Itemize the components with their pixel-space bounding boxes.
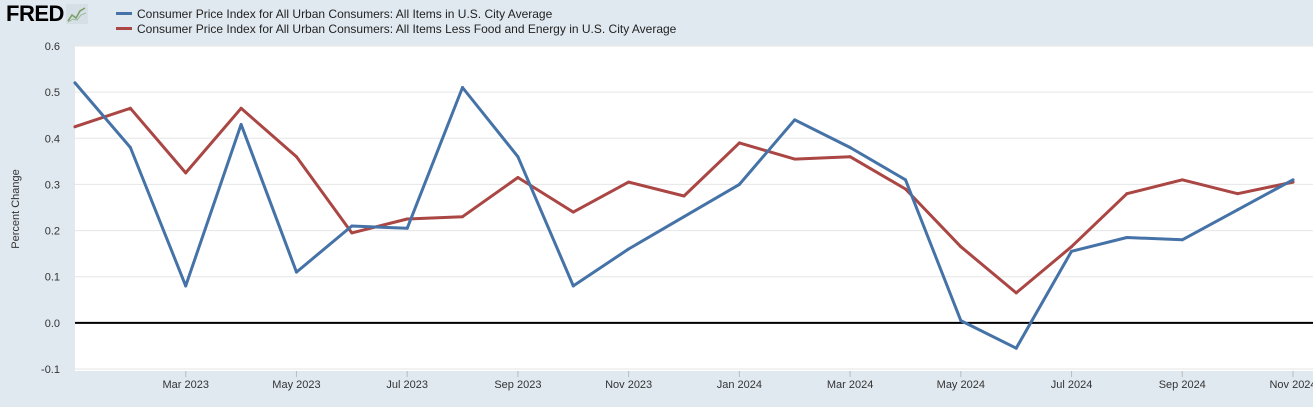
x-tick-label: Nov 2023 [605,379,652,391]
x-tick-label: Mar 2024 [827,379,873,391]
data-point[interactable] [848,155,852,159]
line-chart-icon [65,4,88,24]
data-point[interactable] [461,86,465,90]
y-axis-label: Percent Change [10,169,22,249]
y-tick-label: 0.0 [45,318,60,330]
data-point[interactable] [239,122,243,126]
y-tick-label: 0.1 [45,272,60,284]
data-point[interactable] [516,155,520,159]
data-point[interactable] [405,226,409,230]
x-tick-label: Nov 2024 [1269,379,1313,391]
data-point[interactable] [294,270,298,274]
data-point[interactable] [1180,238,1184,242]
y-tick-label: 0.3 [45,179,60,191]
legend-label-core: Consumer Price Index for All Urban Consu… [137,21,677,36]
y-tick-label: -0.1 [41,364,60,376]
data-point[interactable] [959,245,963,249]
data-point[interactable] [73,81,77,85]
data-point[interactable] [350,231,354,235]
data-point[interactable] [737,182,741,186]
data-point[interactable] [1014,291,1018,295]
data-point[interactable] [627,180,631,184]
data-point[interactable] [793,157,797,161]
data-point[interactable] [848,146,852,150]
fred-logo-text: FRED [6,1,64,26]
data-point[interactable] [405,217,409,221]
x-tick-label: May 2024 [937,379,985,391]
data-point[interactable] [903,187,907,191]
navigator-strip[interactable] [0,402,1313,407]
data-point[interactable] [1236,192,1240,196]
chart-legend: Consumer Price Index for All Urban Consu… [116,6,676,36]
data-point[interactable] [128,106,132,110]
legend-swatch-all-items [116,12,132,15]
x-tick-label: May 2023 [272,379,320,391]
y-tick-label: 0.4 [45,133,60,145]
data-point[interactable] [184,171,188,175]
data-point[interactable] [1070,245,1074,249]
data-point[interactable] [903,178,907,182]
data-point[interactable] [461,215,465,219]
data-point[interactable] [1125,192,1129,196]
data-point[interactable] [959,319,963,323]
data-point[interactable] [682,194,686,198]
data-point[interactable] [571,284,575,288]
series-lines [73,81,1295,350]
fred-logo[interactable]: FRED [6,2,88,26]
x-tick-label: Jul 2023 [386,379,428,391]
y-tick-label: 0.2 [45,226,60,238]
plot-area [75,46,1313,371]
data-point[interactable] [73,125,77,129]
data-point[interactable] [1125,235,1129,239]
x-tick-label: Sep 2023 [494,379,541,391]
data-point[interactable] [516,176,520,180]
data-point[interactable] [128,146,132,150]
data-point[interactable] [1014,346,1018,350]
y-axis: -0.1 0.0 0.1 0.2 0.3 0.4 0.5 0.6 [41,41,60,376]
data-point[interactable] [1291,178,1295,182]
x-tick-label: Jul 2024 [1051,379,1093,391]
y-tick-label: 0.5 [45,87,60,99]
x-axis: Mar 2023 May 2023 Jul 2023 Sep 2023 Nov 2023… [162,371,1313,391]
data-point[interactable] [793,118,797,122]
data-point[interactable] [294,155,298,159]
x-tick-label: Jan 2024 [717,379,762,391]
data-point[interactable] [571,210,575,214]
data-point[interactable] [350,224,354,228]
legend-swatch-core [116,27,132,30]
y-tick-label: 0.6 [45,41,60,53]
x-tick-label: Sep 2024 [1159,379,1206,391]
x-tick-label: Mar 2023 [162,379,208,391]
data-point[interactable] [682,215,686,219]
data-point[interactable] [1070,249,1074,253]
legend-label-all-items: Consumer Price Index for All Urban Consu… [137,6,553,21]
legend-item-all-items[interactable]: Consumer Price Index for All Urban Consu… [116,6,676,21]
data-point[interactable] [239,106,243,110]
data-point[interactable] [184,284,188,288]
data-point[interactable] [1236,208,1240,212]
data-point[interactable] [1180,178,1184,182]
data-point[interactable] [627,247,631,251]
data-point[interactable] [737,141,741,145]
legend-item-core[interactable]: Consumer Price Index for All Urban Consu… [116,21,676,36]
